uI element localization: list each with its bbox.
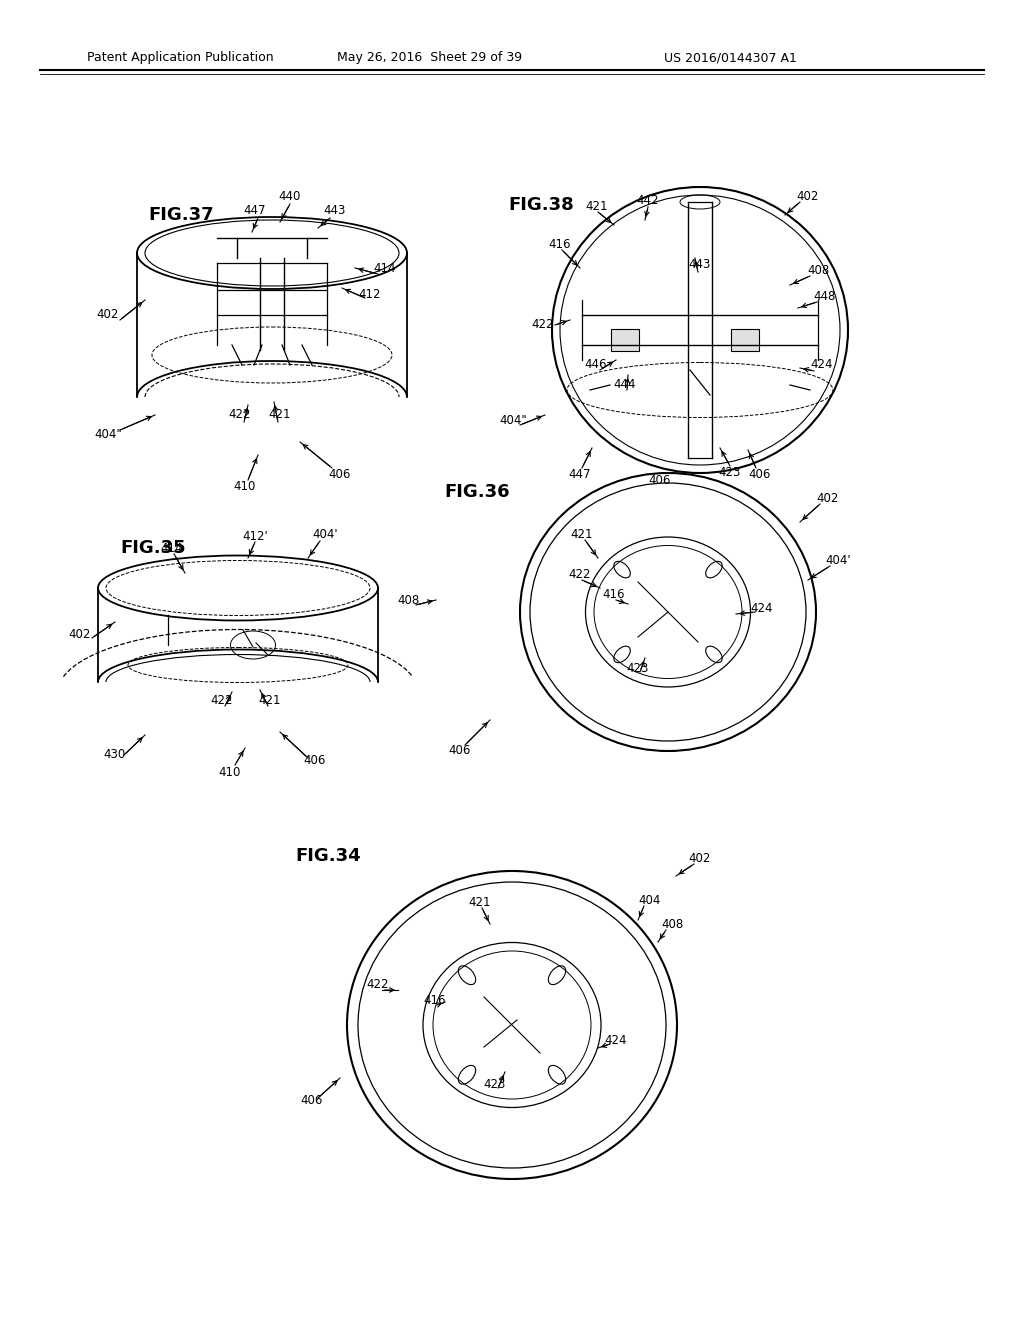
Text: FIG.38: FIG.38 xyxy=(508,195,573,214)
Text: Patent Application Publication: Patent Application Publication xyxy=(87,51,273,65)
Text: 412: 412 xyxy=(358,289,381,301)
Text: 408: 408 xyxy=(397,594,419,606)
Text: 422: 422 xyxy=(531,318,554,330)
Text: FIG.34: FIG.34 xyxy=(295,847,360,865)
Text: FIG.36: FIG.36 xyxy=(444,483,510,502)
Text: 423: 423 xyxy=(719,466,741,479)
Text: 444: 444 xyxy=(613,379,636,392)
Text: 442: 442 xyxy=(637,194,659,206)
Text: 447: 447 xyxy=(244,205,266,218)
Text: 402: 402 xyxy=(797,190,819,202)
Text: 421: 421 xyxy=(469,896,492,909)
Text: 416: 416 xyxy=(549,239,571,252)
Text: 414: 414 xyxy=(161,541,183,554)
Text: 422: 422 xyxy=(568,569,591,582)
Text: 416: 416 xyxy=(424,994,446,1006)
Text: 404: 404 xyxy=(639,894,662,907)
Bar xyxy=(731,329,759,351)
Text: 406: 406 xyxy=(649,474,671,487)
Text: 443: 443 xyxy=(324,205,346,218)
Text: 412': 412' xyxy=(242,529,268,543)
Text: 448: 448 xyxy=(814,289,837,302)
Text: 402: 402 xyxy=(69,628,91,642)
Text: 406: 406 xyxy=(301,1093,324,1106)
Text: 402: 402 xyxy=(689,851,712,865)
Text: 443: 443 xyxy=(689,259,712,272)
Text: FIG.37: FIG.37 xyxy=(148,206,214,224)
Text: 406: 406 xyxy=(749,467,771,480)
Text: 422: 422 xyxy=(211,693,233,706)
Text: 404": 404" xyxy=(499,413,527,426)
Text: 406: 406 xyxy=(449,743,471,756)
Text: 414: 414 xyxy=(374,261,396,275)
Text: 424: 424 xyxy=(811,359,834,371)
Text: 423: 423 xyxy=(483,1078,506,1092)
Text: 410: 410 xyxy=(219,766,242,779)
Text: 421: 421 xyxy=(268,408,291,421)
Text: 421: 421 xyxy=(570,528,593,540)
Text: 422: 422 xyxy=(367,978,389,991)
Text: May 26, 2016  Sheet 29 of 39: May 26, 2016 Sheet 29 of 39 xyxy=(338,51,522,65)
Text: 423: 423 xyxy=(627,661,649,675)
Text: 447: 447 xyxy=(568,467,591,480)
Text: 424: 424 xyxy=(605,1034,628,1047)
Text: 416: 416 xyxy=(603,589,626,602)
Text: 404': 404' xyxy=(312,528,338,541)
Text: 402: 402 xyxy=(97,309,119,322)
Text: 421: 421 xyxy=(259,693,282,706)
Text: 404": 404" xyxy=(94,429,122,441)
Text: 410: 410 xyxy=(233,480,256,494)
Text: US 2016/0144307 A1: US 2016/0144307 A1 xyxy=(664,51,797,65)
Text: 404': 404' xyxy=(825,553,851,566)
Text: 406: 406 xyxy=(329,469,351,482)
Text: 408: 408 xyxy=(660,919,683,932)
Text: 408: 408 xyxy=(807,264,829,276)
Text: 402: 402 xyxy=(817,491,840,504)
Text: 446: 446 xyxy=(585,359,607,371)
Text: 424: 424 xyxy=(751,602,773,615)
Text: 421: 421 xyxy=(586,199,608,213)
Bar xyxy=(611,329,639,351)
Text: 440: 440 xyxy=(279,190,301,203)
Text: FIG.35: FIG.35 xyxy=(120,539,185,557)
Text: 422: 422 xyxy=(228,408,251,421)
Text: 430: 430 xyxy=(103,748,126,762)
Text: 406: 406 xyxy=(304,754,327,767)
